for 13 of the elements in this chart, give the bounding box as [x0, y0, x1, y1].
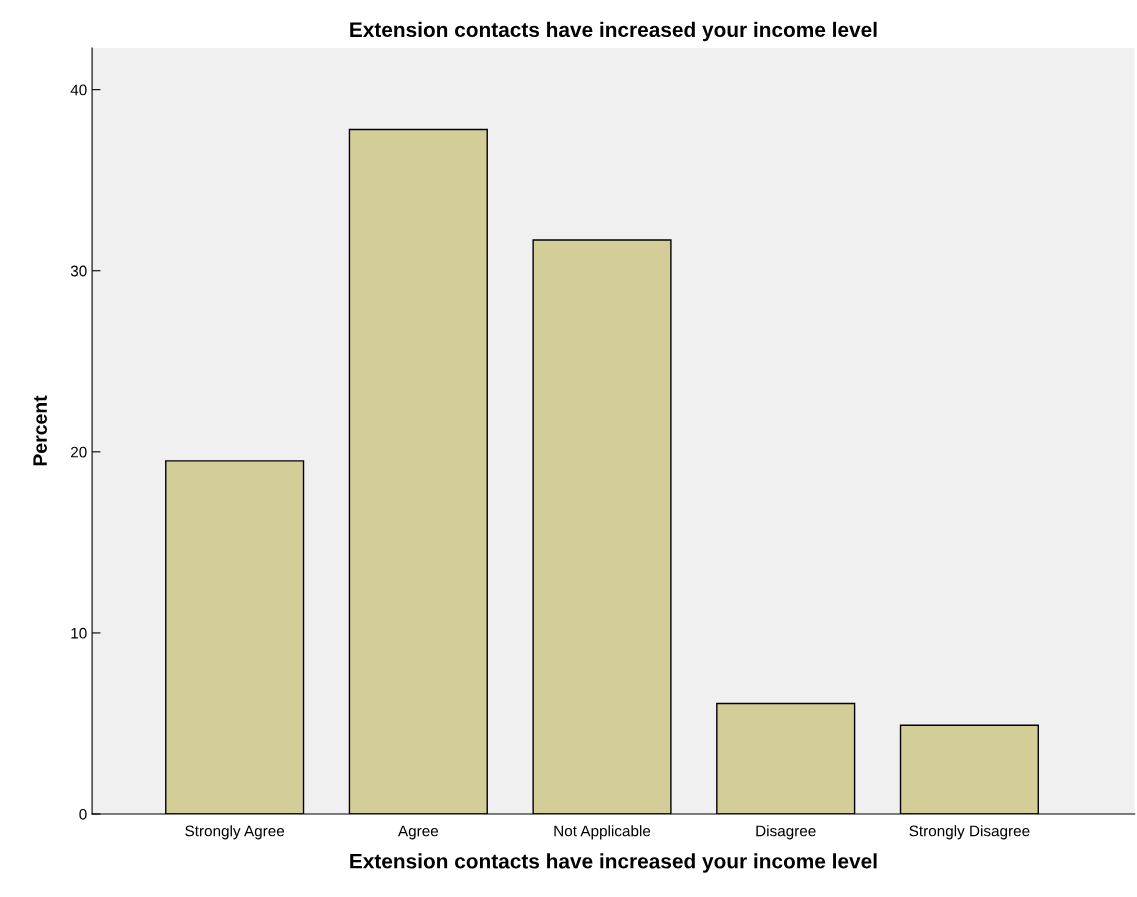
y-tick-label: 0: [79, 808, 87, 820]
y-tick-label: 40: [70, 84, 87, 96]
x-tick-label: Agree: [397, 825, 439, 840]
x-tick-label: Strongly Disagree: [909, 825, 1030, 840]
x-tick-label: Disagree: [756, 825, 816, 840]
y-tick-label: 10: [71, 627, 87, 639]
x-tick-label: Strongly Agree: [185, 825, 285, 840]
y-tick-label: 20: [71, 446, 87, 458]
chart-title: Extension contacts have increased your income level: [350, 21, 877, 42]
x-tick-label: Not Applicable: [554, 825, 651, 840]
x-axis-title: Extension contacts have increased your income level: [350, 853, 877, 873]
y-tick-label: 30: [70, 265, 87, 277]
y-axis-title: Percent: [33, 395, 47, 466]
